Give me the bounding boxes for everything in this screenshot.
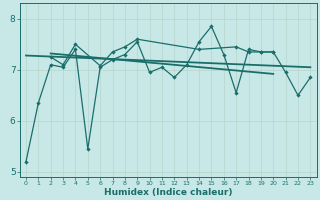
X-axis label: Humidex (Indice chaleur): Humidex (Indice chaleur)	[104, 188, 232, 197]
